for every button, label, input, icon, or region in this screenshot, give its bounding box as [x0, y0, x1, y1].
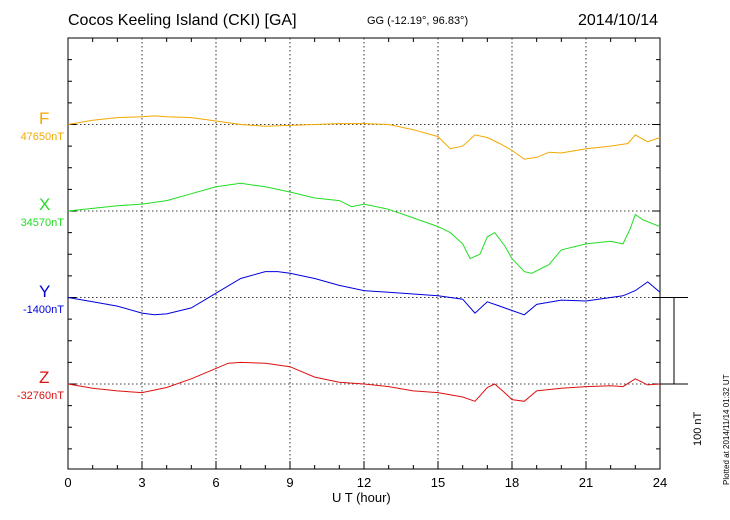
component-label-z: Z — [39, 368, 50, 387]
series-line-y — [67, 271, 661, 316]
component-label-x: X — [39, 195, 51, 214]
baseline-label-y: -1400nT — [23, 303, 64, 316]
scale-bar-label: 100 nT — [692, 411, 704, 446]
x-tick-label: 3 — [138, 475, 145, 490]
chart-date: 2014/10/14 — [578, 12, 659, 29]
x-tick-label: 12 — [357, 475, 371, 490]
plotted-timestamp: Plotted at 2014/11/14 01:32 UT — [722, 374, 730, 485]
chart-title: Cocos Keeling Island (CKI) [GA] — [68, 12, 297, 29]
component-label-f: F — [39, 108, 50, 128]
x-tick-label: 24 — [653, 475, 667, 490]
series-line-f — [67, 115, 661, 160]
x-tick-label: 21 — [579, 475, 593, 490]
x-tick-label: 18 — [505, 475, 519, 490]
component-label-y: Y — [39, 281, 51, 301]
x-tick-label: 6 — [212, 475, 219, 490]
baseline-label-f: 47650nT — [20, 130, 64, 143]
x-tick-label: 15 — [431, 475, 445, 490]
series-line-x — [67, 182, 661, 274]
station-coordinates: GG (-12.19°, 96.83°) — [367, 15, 469, 27]
x-tick-label: 0 — [64, 475, 71, 490]
baseline-label-x: 34570nT — [20, 217, 64, 229]
baseline-label-z: -32760nT — [16, 390, 64, 402]
x-tick-label: 9 — [286, 475, 293, 490]
x-axis-label: U T (hour) — [332, 490, 391, 505]
series-line-z — [67, 361, 661, 402]
